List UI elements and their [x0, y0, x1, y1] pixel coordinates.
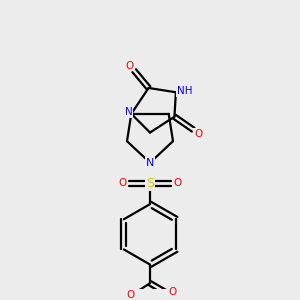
Text: O: O	[173, 178, 181, 188]
Text: O: O	[119, 178, 127, 188]
Text: N: N	[146, 158, 154, 168]
Text: O: O	[168, 287, 176, 297]
Text: S: S	[146, 177, 154, 190]
Text: N: N	[124, 107, 132, 117]
Text: O: O	[127, 290, 135, 300]
Text: NH: NH	[177, 86, 192, 96]
Text: O: O	[194, 129, 202, 139]
Text: O: O	[126, 61, 134, 70]
